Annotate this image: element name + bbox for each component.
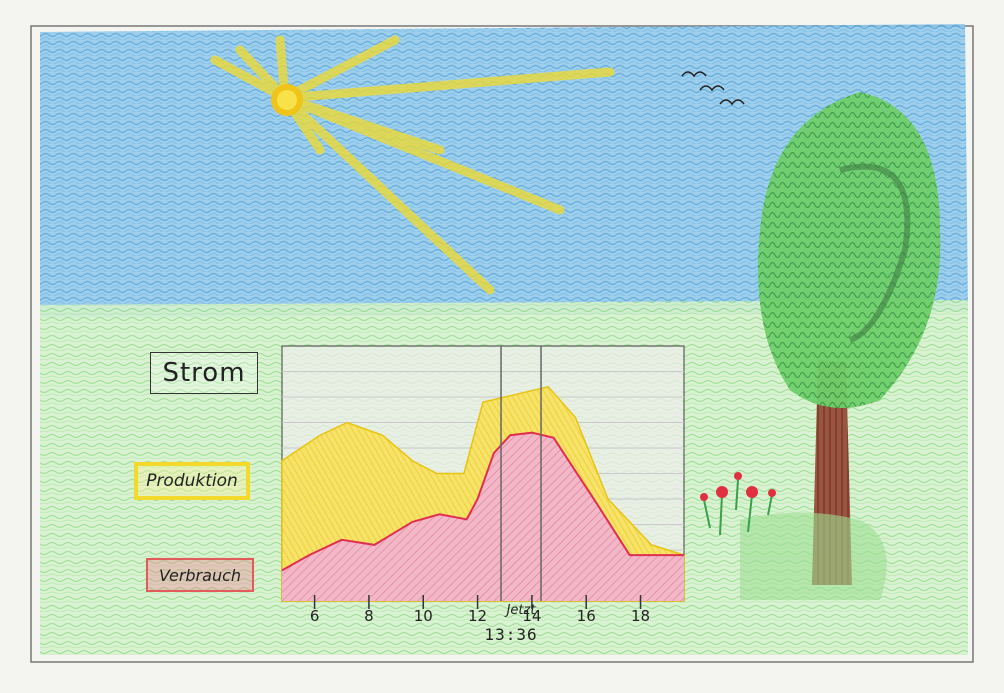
birds-icon [681,71,745,106]
consumption-area [282,432,684,601]
picture-frame [30,25,974,663]
legend-consumption: Verbrauch [146,558,254,592]
now-label: Jetzt [506,603,536,618]
x-tick-label: 6 [309,607,320,625]
legend-production: Produktion [134,462,250,500]
x-tick-label: 18 [630,607,651,625]
current-time-label: 13:36 [484,625,538,644]
tree-icon [740,92,941,600]
flowers-icon [700,472,776,536]
x-tick-label: 14 [522,607,542,625]
x-tick-label: 16 [576,607,596,625]
x-tick-label: 8 [364,607,374,625]
sun-icon [210,35,615,295]
consumption-line [281,431,684,572]
chart-title: Strom [162,358,246,388]
chart-title-box: Strom [150,352,258,394]
x-tick-label: 12 [468,607,488,625]
energy-chart [281,345,685,609]
legend-production-label: Produktion [146,471,238,491]
legend-consumption-label: Verbrauch [158,565,242,585]
x-tick-label: 10 [413,607,433,625]
